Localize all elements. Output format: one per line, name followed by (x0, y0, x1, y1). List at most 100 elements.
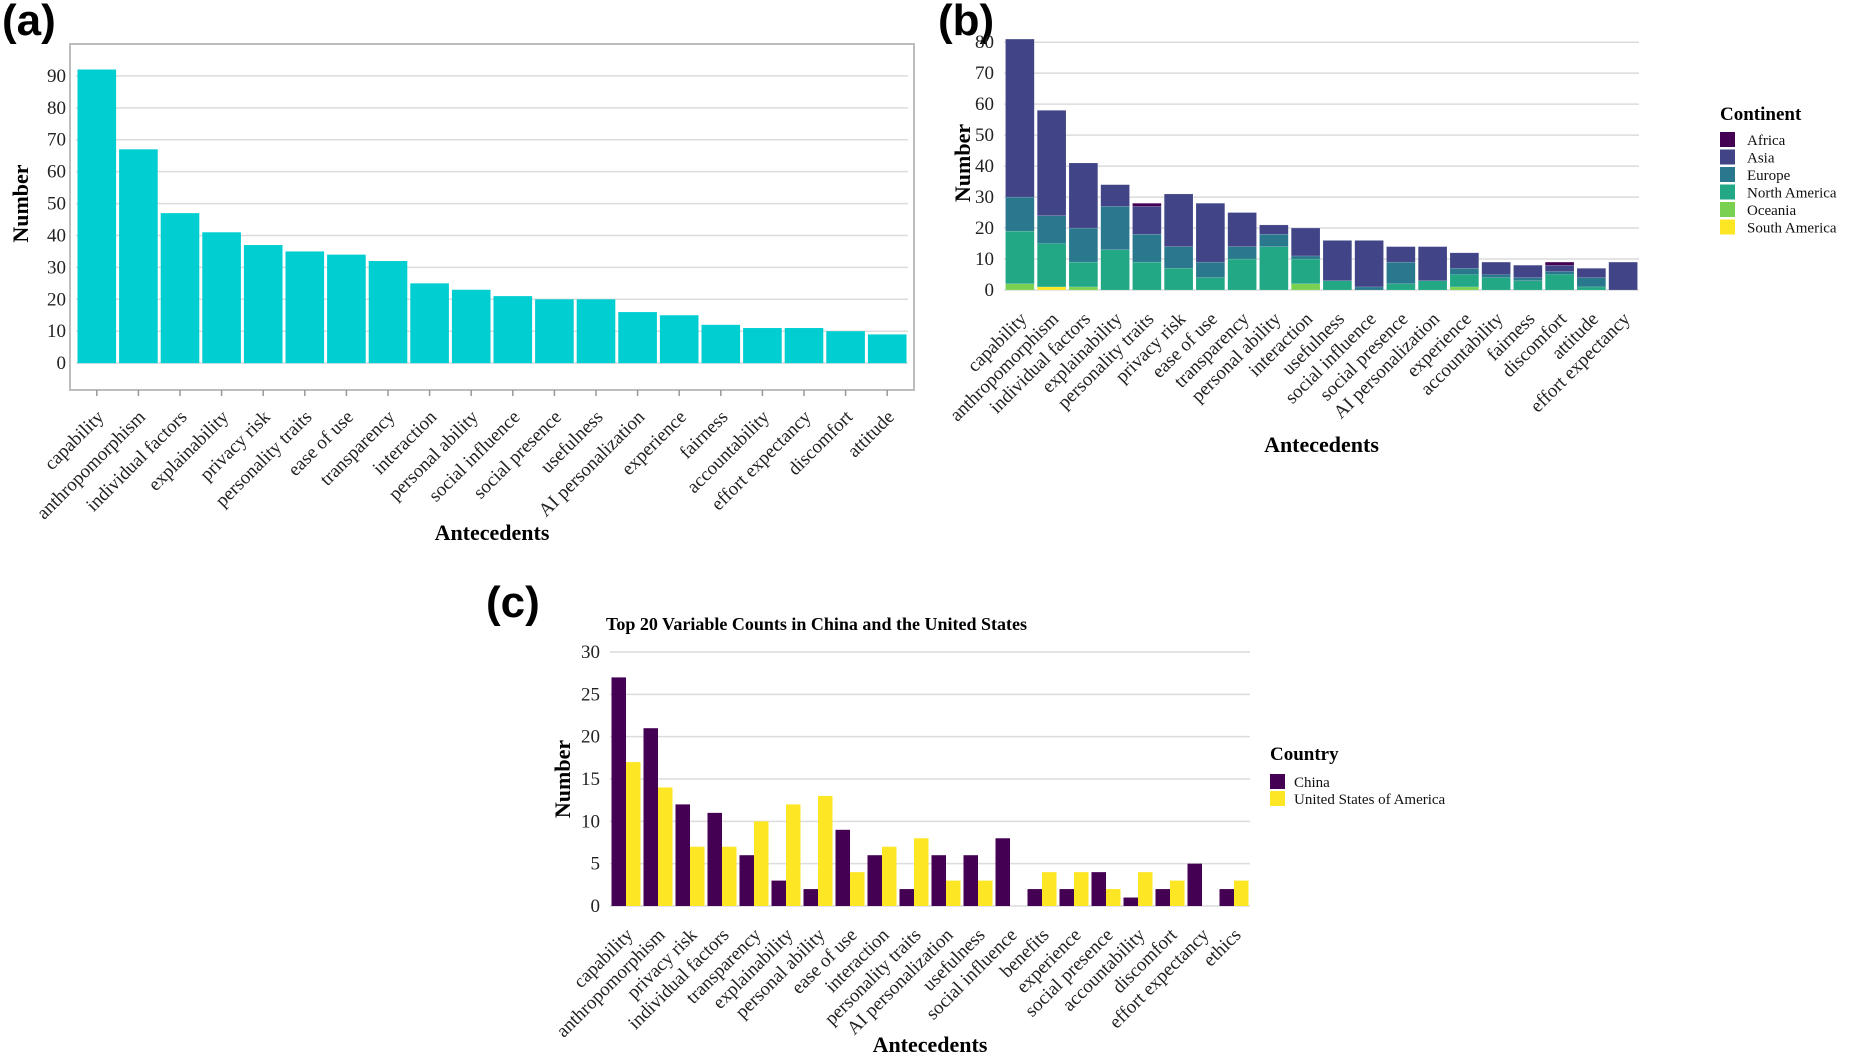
bar-discomfort-united-states-of-america (1170, 880, 1185, 906)
bar-privacy-risk-united-states-of-america (690, 846, 705, 906)
chart-c: Top 20 Variable Counts in China and the … (550, 614, 1446, 1057)
bar-discomfort-china (1155, 889, 1170, 906)
plot-frame (69, 43, 915, 391)
bar-effort-expectancy (784, 328, 824, 364)
bar-segment-ease-of-use-asia (1195, 203, 1225, 263)
bar-capability-united-states-of-america (626, 762, 641, 906)
x-tick-label: attitude (844, 407, 899, 462)
chart-title: Top 20 Variable Counts in China and the … (606, 614, 1027, 634)
bar-experience-united-states-of-america (1074, 872, 1089, 906)
bar-segment-interaction-europe (1291, 255, 1321, 260)
bar-segment-personal-ability-europe (1259, 233, 1289, 247)
y-tick-label: 20 (975, 218, 994, 239)
legend-title: Continent (1720, 104, 1802, 125)
bar-social-presence-united-states-of-america (1106, 889, 1121, 906)
bar-ai-personalization (618, 312, 657, 364)
bar-transparency-china (739, 855, 754, 906)
bar-segment-capability-asia (1005, 38, 1035, 198)
bar-segment-ease-of-use-europe (1195, 261, 1225, 278)
bar-experience (659, 315, 699, 364)
bar-individual-factors (160, 213, 200, 364)
y-tick-label: 30 (47, 257, 66, 278)
bar-segment-attitude-asia (1576, 268, 1606, 278)
bar-social-influence-china (995, 838, 1010, 906)
bar-accountability (743, 328, 782, 364)
bar-segment-explainability-asia (1100, 184, 1130, 207)
bar-individual-factors-china (707, 812, 722, 906)
panel-label-c: (c) (486, 578, 540, 627)
y-tick-label: 25 (581, 684, 600, 705)
bar-capability (77, 69, 117, 364)
y-axis-title: Number (550, 740, 575, 818)
bar-segment-personal-ability-asia (1259, 224, 1289, 235)
bar-personal-ability-china (803, 889, 818, 906)
legend-swatch-europe (1720, 167, 1735, 182)
y-axis-title: Number (8, 164, 33, 242)
y-tick-label: 70 (975, 63, 994, 84)
bar-segment-individual-factors-oceania (1068, 286, 1098, 291)
legend-title: Country (1270, 744, 1339, 765)
bar-segment-anthropomorphism-north-america (1037, 243, 1067, 288)
bar-privacy-risk (243, 245, 283, 364)
y-tick-label: 10 (975, 249, 994, 270)
bar-explainability-china (771, 880, 786, 906)
bar-benefits-china (1027, 889, 1042, 906)
y-tick-label: 40 (975, 156, 994, 177)
bar-transparency-united-states-of-america (754, 821, 769, 906)
bar-segment-capability-europe (1005, 196, 1035, 232)
bar-personality-traits-china (899, 889, 914, 906)
bar-personality-traits (285, 251, 325, 364)
bar-benefits-united-states-of-america (1042, 872, 1057, 906)
bar-segment-individual-factors-europe (1068, 227, 1098, 263)
bar-interaction-united-states-of-america (882, 846, 897, 906)
bar-segment-effort-expectancy-asia (1608, 261, 1638, 291)
bar-segment-explainability-north-america (1100, 249, 1130, 291)
bar-segment-interaction-asia (1291, 227, 1321, 257)
legend-label-oceania: Oceania (1747, 203, 1796, 219)
bar-segment-individual-factors-north-america (1068, 261, 1098, 288)
y-tick-label: 90 (47, 66, 66, 87)
bar-segment-personality-traits-africa (1132, 203, 1162, 207)
bar-personal-ability-united-states-of-america (818, 795, 833, 906)
bar-anthropomorphism-united-states-of-america (658, 787, 673, 906)
legend-swatch-south-america (1720, 219, 1735, 235)
y-tick-label: 5 (591, 854, 601, 875)
bar-segment-personality-traits-north-america (1132, 261, 1162, 291)
bar-segment-ease-of-use-north-america (1195, 277, 1225, 291)
bar-segment-personality-traits-asia (1132, 206, 1162, 235)
bar-usefulness-china (963, 855, 978, 906)
legend-swatch-oceania (1720, 202, 1735, 217)
bar-ai-personalization-china (931, 855, 946, 906)
y-tick-label: 0 (985, 280, 995, 301)
legend-swatch-china (1270, 774, 1285, 789)
bar-anthropomorphism (119, 149, 158, 364)
x-axis-title: Antecedents (1264, 432, 1379, 457)
bar-ai-personalization-united-states-of-america (946, 880, 961, 906)
bar-segment-capability-oceania (1005, 283, 1035, 291)
y-tick-label: 80 (975, 32, 994, 53)
bar-segment-attitude-europe (1576, 277, 1606, 288)
bar-anthropomorphism-china (643, 728, 658, 906)
bar-effort-expectancy-china (1187, 863, 1202, 906)
bar-attitude (867, 334, 907, 364)
bar-segment-interaction-north-america (1291, 258, 1321, 285)
bar-segment-privacy-risk-europe (1164, 246, 1194, 269)
legend-swatch-north-america (1720, 184, 1735, 200)
y-tick-label: 20 (581, 727, 600, 748)
legend-label-europe: Europe (1747, 168, 1791, 184)
bar-segment-anthropomorphism-europe (1037, 215, 1067, 244)
bar-segment-accountability-europe (1481, 274, 1511, 278)
bar-segment-privacy-risk-asia (1164, 193, 1194, 247)
bar-segment-social-influence-asia (1354, 240, 1384, 288)
bar-segment-experience-asia (1449, 252, 1479, 269)
y-tick-label: 50 (975, 125, 994, 146)
bar-segment-explainability-europe (1100, 206, 1130, 250)
bar-segment-experience-north-america (1449, 274, 1479, 288)
legend-swatch-asia (1720, 149, 1735, 165)
bar-personality-traits-united-states-of-america (914, 838, 929, 906)
legend-label-africa: Africa (1747, 133, 1786, 149)
bar-segment-individual-factors-asia (1068, 162, 1098, 229)
bar-segment-accountability-asia (1481, 261, 1511, 275)
legend-label-united-states-of-america: United States of America (1294, 792, 1446, 808)
bar-segment-discomfort-europe (1545, 271, 1575, 275)
